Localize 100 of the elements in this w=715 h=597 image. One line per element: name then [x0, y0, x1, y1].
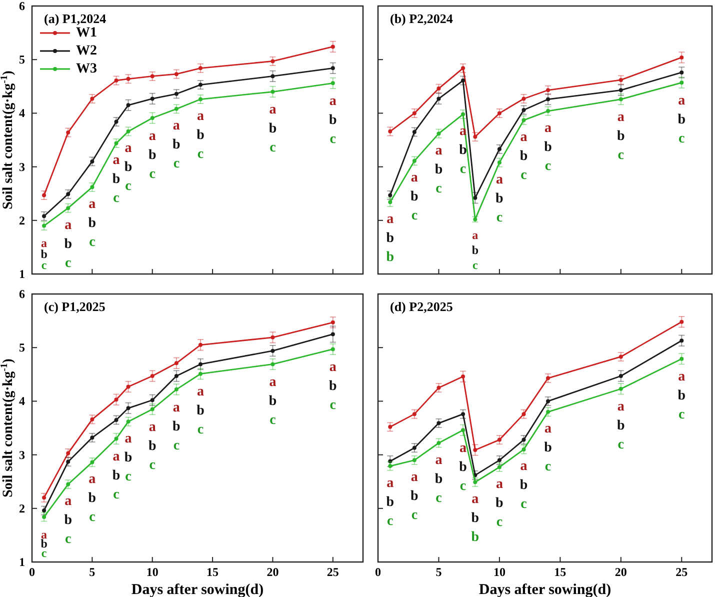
annotation: a — [269, 375, 276, 390]
annotation: a — [460, 441, 467, 456]
y-tick-label: 3 — [19, 160, 25, 174]
x-axis-title: Days after sowing(d) — [131, 582, 264, 597]
point — [90, 436, 94, 440]
annotation: b — [329, 379, 338, 394]
annotation: a — [88, 472, 96, 488]
point — [473, 196, 478, 200]
point — [114, 78, 118, 83]
point — [473, 448, 478, 452]
point — [42, 496, 46, 500]
annotation: b — [617, 418, 626, 434]
annotation: c — [460, 162, 466, 178]
x-tick-label: 15 — [554, 565, 566, 579]
annotation: b — [88, 491, 96, 506]
point — [330, 320, 335, 324]
annotation: b — [124, 450, 132, 466]
annotation: b — [678, 112, 686, 128]
annotation: b — [124, 160, 132, 176]
point — [126, 103, 130, 108]
point — [546, 88, 550, 92]
point — [436, 441, 441, 446]
point — [42, 214, 46, 218]
y-tick-label: 2 — [19, 501, 25, 516]
point — [436, 132, 441, 136]
point — [66, 482, 70, 486]
point — [114, 418, 118, 422]
point — [618, 97, 623, 102]
point — [114, 141, 118, 146]
annotation: b — [617, 129, 626, 144]
point — [114, 436, 118, 441]
point — [546, 399, 550, 404]
x-tick-label: 5 — [89, 565, 96, 579]
legend-label: W1 — [76, 26, 97, 40]
point — [66, 460, 70, 464]
annotation: c — [618, 148, 624, 164]
annotation: b — [64, 513, 72, 528]
x-tick-label: 20 — [266, 565, 279, 579]
annotation: b — [471, 510, 480, 526]
point — [174, 72, 178, 76]
annotation: c — [411, 208, 418, 224]
annotation: a — [197, 384, 204, 400]
point — [198, 372, 203, 376]
annotation: b — [196, 128, 205, 144]
annotation: c — [125, 179, 132, 194]
annotation: a — [124, 141, 132, 156]
point — [412, 458, 416, 462]
point — [174, 92, 178, 96]
point — [412, 412, 416, 416]
annotation: b — [268, 122, 277, 137]
point — [412, 158, 416, 163]
annotation: a — [112, 450, 120, 465]
annotation: a — [148, 128, 156, 144]
point — [680, 55, 684, 60]
annotation: c — [496, 210, 503, 226]
point — [150, 374, 154, 378]
annotation: a — [329, 360, 336, 376]
annotation: a — [410, 170, 418, 186]
point — [461, 374, 466, 379]
y-tick-label: 2 — [19, 213, 25, 228]
annotation: a — [64, 494, 72, 510]
point — [66, 130, 70, 134]
annotation: b — [459, 460, 468, 476]
point — [497, 458, 502, 462]
point — [126, 406, 130, 410]
x-tick-label: 25 — [326, 565, 339, 579]
y-tick-label: 5 — [19, 52, 25, 67]
annotation: b — [496, 496, 504, 511]
point — [198, 97, 203, 102]
point — [270, 59, 275, 64]
x-tick-label: 20 — [614, 565, 627, 579]
point — [522, 438, 526, 442]
point — [126, 420, 130, 424]
point — [174, 374, 178, 378]
point — [150, 96, 154, 101]
point — [522, 118, 526, 122]
annotation: b — [148, 148, 156, 163]
annotation: a — [520, 459, 528, 474]
annotation: b — [459, 143, 468, 158]
annotation: a — [172, 400, 180, 416]
point — [150, 398, 154, 402]
chart-title: (c) P1,2025 — [44, 299, 106, 314]
x-tick-label: 10 — [493, 565, 506, 579]
y-tick-label: 4 — [19, 106, 25, 120]
annotation: a — [472, 228, 478, 242]
point — [680, 70, 684, 74]
point — [497, 160, 502, 165]
annotation: a — [496, 476, 503, 492]
point — [90, 417, 94, 422]
point — [114, 120, 118, 124]
annotation: a — [386, 212, 394, 227]
annotation: c — [472, 258, 478, 272]
point — [497, 465, 502, 470]
point — [546, 97, 550, 102]
annotation: b — [64, 236, 72, 252]
point — [42, 514, 46, 519]
point — [42, 508, 46, 513]
point — [461, 428, 466, 432]
x-tick-label: 5 — [436, 565, 442, 579]
annotation: c — [544, 460, 552, 475]
